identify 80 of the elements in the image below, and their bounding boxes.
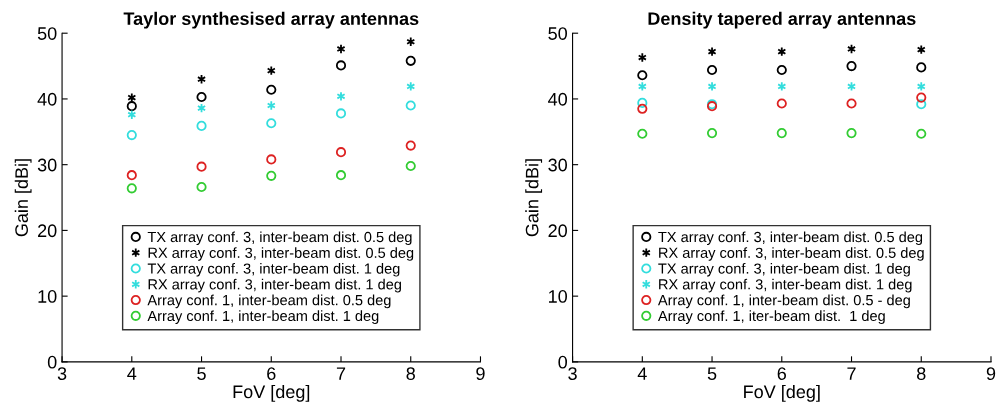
- x-tick-label: 8: [917, 367, 926, 380]
- x-tick-label: 4: [127, 367, 137, 380]
- y-tick-label: 30: [37, 158, 57, 172]
- point: [776, 98, 787, 109]
- x-tick-label: 9: [986, 367, 996, 380]
- chart-title: Density tapered array antennas: [648, 11, 916, 29]
- point: [776, 128, 787, 139]
- point: [126, 101, 137, 112]
- x-tick-label: 7: [336, 367, 346, 380]
- point: [405, 55, 416, 66]
- legend-label: RX array conf. 3, inter-beam dist. 0.5 deg: [148, 247, 414, 261]
- point: [637, 97, 648, 108]
- x-tick-label: 3: [568, 367, 577, 380]
- legend-label: Array conf. 1, inter-beam dist. 0.5 - deg: [657, 294, 910, 309]
- point: [637, 128, 648, 139]
- point: [916, 128, 927, 139]
- point: [335, 108, 347, 119]
- x-tick-label: 7: [847, 367, 856, 380]
- x-tick-label: 3: [57, 367, 67, 380]
- legend-label: RX array conf. 3, inter-beam dist. 0.5 deg: [659, 247, 924, 261]
- y-tick-label: 0: [558, 355, 568, 369]
- y-tick-label: 40: [548, 92, 568, 106]
- point: [706, 64, 718, 76]
- x-axis-title: FoV [deg]: [233, 384, 310, 402]
- point: [916, 99, 927, 110]
- point: [405, 160, 416, 172]
- legend-label: Array conf. 1, iter-beam dist. 1 deg: [657, 310, 885, 324]
- point: [266, 84, 277, 95]
- x-tick-label: 6: [267, 367, 276, 380]
- point: [405, 140, 416, 151]
- point: [126, 130, 137, 141]
- point: [196, 181, 207, 193]
- y-tick-label: 50: [37, 27, 57, 40]
- point: [266, 170, 277, 181]
- point: [916, 92, 927, 103]
- y-tick-label: 40: [37, 92, 57, 106]
- x-tick-label: 5: [707, 367, 717, 380]
- legend-label: Array conf. 1, inter-beam dist. 1 deg: [147, 310, 379, 324]
- point: [335, 170, 347, 181]
- point: [776, 64, 787, 76]
- y-tick-label: 20: [38, 224, 57, 238]
- x-axis-title: FoV [deg]: [744, 384, 820, 402]
- legend-label: Array conf. 1, inter-beam dist. 0.5 deg: [147, 294, 391, 309]
- y-axis-title: Gain [dBi]: [525, 159, 543, 237]
- x-tick-label: 4: [637, 367, 647, 380]
- y-axis-title: Gain [dBi]: [14, 159, 32, 237]
- legend-label: TX array conf. 3, inter-beam dist. 1 deg: [147, 263, 400, 277]
- point: [916, 62, 927, 73]
- x-tick-label: 5: [197, 367, 206, 380]
- legend-label: RX array conf. 3, inter-beam dist. 1 deg: [148, 278, 401, 293]
- y-tick-label: 0: [47, 355, 57, 369]
- point: [335, 147, 347, 158]
- point: [846, 60, 857, 72]
- legend-label: TX array conf. 3, inter-beam dist. 0.5 deg: [147, 231, 412, 246]
- point: [196, 120, 207, 131]
- y-tick-label: 30: [548, 158, 568, 172]
- point: [405, 100, 416, 111]
- x-tick-label: 6: [777, 367, 787, 380]
- point: [266, 118, 277, 129]
- x-tick-label: 9: [476, 367, 485, 380]
- point: [126, 170, 137, 181]
- chart-title: Taylor synthesised array antennas: [123, 11, 419, 29]
- point: [335, 60, 347, 71]
- point: [637, 70, 648, 81]
- point: [196, 161, 207, 172]
- y-tick-label: 50: [548, 27, 568, 40]
- legend-label: RX array conf. 3, inter-beam dist. 1 deg: [659, 278, 912, 293]
- point: [846, 98, 857, 109]
- x-tick-label: 8: [406, 367, 415, 380]
- point: [196, 91, 207, 103]
- point: [706, 128, 718, 139]
- legend-label: TX array conf. 3, inter-beam dist. 0.5 deg: [658, 231, 923, 246]
- point: [637, 103, 648, 114]
- y-tick-label: 10: [549, 290, 568, 303]
- point: [266, 154, 277, 165]
- y-tick-label: 20: [548, 224, 568, 238]
- point: [126, 183, 137, 194]
- legend-label: TX array conf. 3, inter-beam dist. 1 deg: [658, 263, 910, 277]
- point: [846, 128, 857, 139]
- y-tick-label: 10: [38, 290, 57, 303]
